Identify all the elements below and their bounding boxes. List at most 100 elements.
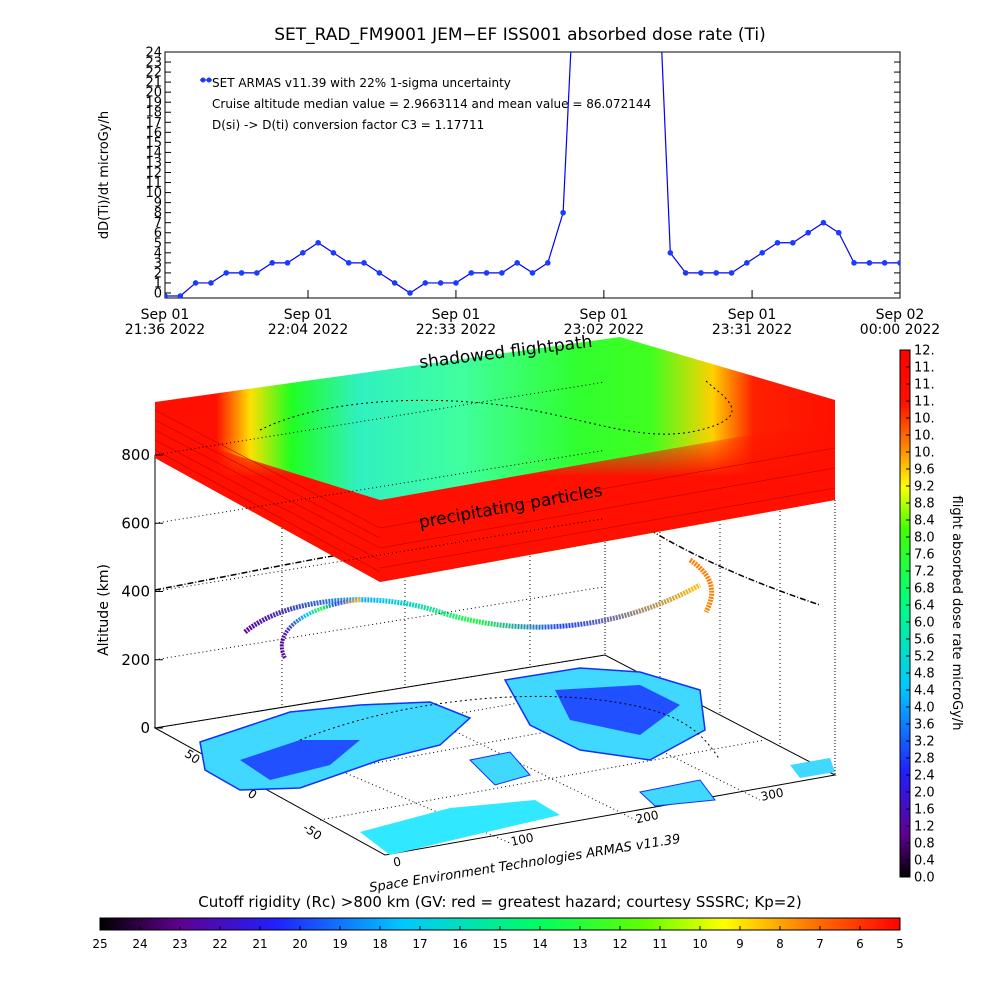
colorbar-rc-tick-label: 22 (212, 937, 227, 951)
y-tick-label: 4 (154, 246, 162, 261)
data-point (790, 239, 796, 246)
flight-path-slab (259, 379, 733, 435)
flight-path (243, 582, 702, 634)
landmass (468, 751, 531, 786)
z-tick-label: 200 (121, 651, 150, 669)
z-tick-label: 400 (121, 583, 150, 601)
data-point (851, 260, 857, 266)
colorbar-rc-tick-label: 14 (532, 937, 547, 951)
colorbar-rc-tick-label: 12 (612, 937, 627, 951)
chart-title: SET_RAD_FM9001 JEM−EF ISS001 absorbed do… (274, 25, 766, 45)
annotation: D(si) -> D(ti) conversion factor C3 = 1.… (212, 118, 484, 132)
data-point (391, 280, 398, 286)
y-tick-label: 19 (145, 96, 162, 111)
colorbar-tick-label: 5.2 (914, 650, 935, 665)
y-tick-label: 24 (145, 46, 162, 61)
colorbar-rc-tick-label: 5 (896, 937, 904, 951)
colorbar-tick-label: 6.8 (914, 582, 935, 597)
landmass (638, 779, 716, 807)
y-tick-label: 6 (154, 226, 162, 241)
colorbar-rc-tick-label: 7 (816, 937, 824, 951)
y-tick-label: 20 (145, 86, 162, 101)
y-tick-label: 2 (154, 266, 162, 281)
colorbar-tick-label: 8.0 (914, 531, 935, 546)
data-point (376, 270, 383, 276)
legend-marker (206, 77, 212, 83)
data-point (514, 260, 520, 266)
data-point (330, 250, 337, 256)
plot-frame (164, 51, 901, 299)
data-point (284, 260, 291, 266)
colorbar-tick-label: 10. (914, 429, 935, 444)
data-point (315, 239, 321, 246)
data-point (835, 229, 842, 236)
y-axis-label: dD(Ti)/dt microGy/h (97, 111, 112, 239)
y-tick-label: 18 (145, 106, 162, 121)
slab-layers (154, 409, 836, 573)
x-tick-label: Sep 01 23:31 2022 (711, 307, 793, 338)
x-tick-label: Sep 01 21:36 2022 (124, 307, 206, 338)
y-tick-label: 22 (145, 66, 162, 81)
z-tick (154, 586, 606, 661)
colorbar-tick-label: 4.4 (914, 684, 935, 699)
colorbar-tick-label: 10. (914, 412, 935, 427)
z-tick-label: 0 (140, 719, 150, 737)
flight-path (688, 557, 715, 614)
z-tick-label: 800 (121, 446, 150, 464)
y-tick-label: 9 (154, 196, 162, 211)
y-tick-label: 23 (145, 56, 162, 71)
data-point (820, 219, 827, 226)
colorbar-tick-label: 9.2 (914, 480, 935, 495)
landmass (360, 800, 560, 855)
y-tick-label: 16 (145, 126, 162, 141)
x-tick-label: Sep 01 22:33 2022 (415, 307, 497, 338)
colorbar-tick-label: 0.0 (914, 871, 935, 886)
data-point (897, 260, 900, 266)
colorbar-rc-tick-label: 10 (692, 937, 707, 951)
colorbar-tick-label: 1.2 (914, 820, 935, 835)
colorbar-tick-label: 8.8 (914, 497, 935, 512)
lon-tick-label: 200 (635, 808, 660, 826)
colorbar-dose (899, 349, 911, 878)
data-point (361, 260, 367, 266)
lon-tick-label: 0 (392, 854, 402, 869)
y-tick-label: 8 (154, 206, 162, 221)
y-tick-label: 5 (154, 236, 162, 251)
y-tick-label: 3 (154, 256, 162, 271)
colorbar-rc-tick-label: 13 (572, 937, 587, 951)
colorbar-tick-label: 3.6 (914, 718, 935, 733)
data-point (545, 260, 551, 266)
colorbar-rc-tick-label: 16 (452, 937, 467, 951)
data-point (192, 280, 199, 286)
x-tick-label: Sep 01 23:02 2022 (563, 307, 645, 338)
y-tick-label: 17 (145, 116, 162, 131)
colorbar-tick-label: 6.4 (914, 599, 935, 614)
colorbar-rc-tick-label: 20 (292, 937, 307, 951)
data-point (208, 280, 214, 286)
flight-path (279, 598, 361, 659)
y-tick-label: 15 (145, 136, 162, 151)
data-point (698, 270, 704, 276)
data-point (453, 280, 459, 286)
colorbar-tick-label: 2.8 (914, 752, 935, 767)
colorbar-rc-tick-label: 15 (492, 937, 507, 951)
colorbar-rc-tick-label: 17 (412, 937, 427, 951)
data-point (300, 250, 306, 256)
z-axis-label: Altitude (km) (96, 564, 112, 656)
data-point (483, 270, 490, 276)
colorbar-tick-label: 6.0 (914, 616, 935, 631)
landmass (240, 740, 360, 780)
landmass (555, 685, 680, 735)
x-tick-label: Sep 01 22:04 2022 (267, 307, 349, 338)
data-point (759, 250, 765, 256)
data-point (468, 270, 475, 276)
annotation: SET ARMAS v11.39 with 22% 1-sigma uncert… (212, 76, 511, 90)
colorbar-rc-tick-label: 18 (372, 937, 387, 951)
colorbar-tick-label: 4.0 (914, 701, 935, 716)
landmass (790, 758, 835, 778)
colorbar-tick-label: 10. (914, 446, 935, 461)
data-point (238, 270, 245, 276)
x-tick-label: Sep 02 00:00 2022 (859, 307, 941, 338)
colorbar-tick-label: 12. (914, 344, 935, 359)
